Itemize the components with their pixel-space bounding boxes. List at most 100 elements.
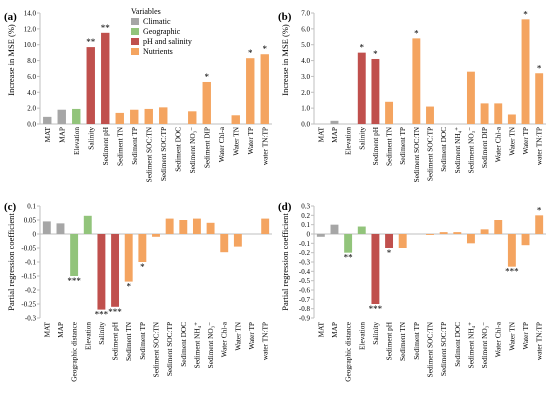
category-label: Sediment SOC:TP: [439, 322, 448, 376]
category-label: water TN:TP: [535, 322, 544, 360]
significance-mark: **: [344, 253, 354, 263]
bar: [56, 223, 65, 234]
y-tick-label: -0.1: [299, 240, 311, 248]
category-label: Sediment NH₄⁺: [192, 322, 201, 368]
y-axis-label: Partial regression coefficient: [6, 213, 16, 311]
category-label: Sediment TP: [398, 127, 407, 165]
bar: [398, 234, 407, 248]
y-tick-label: 14.0: [24, 10, 37, 18]
category-label: MAP: [57, 127, 66, 143]
significance-mark: *: [387, 248, 392, 258]
category-label: Sediment SOC:TN: [426, 321, 435, 377]
bar: [371, 58, 380, 124]
bar: [521, 234, 530, 246]
significance-mark: *: [126, 282, 131, 292]
category-label: Geographic distance: [344, 322, 353, 382]
category-label: Sediment SOC:TN: [412, 126, 421, 182]
significance-mark: ***: [369, 304, 383, 314]
category-label: Sediment TN: [124, 321, 133, 361]
y-tick-label: 4.0: [27, 89, 36, 97]
category-label: Sediment TN: [398, 321, 407, 361]
legend-label: Nutrients: [143, 47, 173, 56]
y-tick-label: 0.2: [301, 212, 310, 220]
category-label: Sediment TN: [115, 126, 124, 166]
panel-letter: (b): [278, 11, 292, 23]
bar: [179, 220, 188, 234]
bar: [124, 234, 133, 282]
significance-mark: ***: [95, 310, 109, 320]
category-label: Sediment pH: [111, 321, 120, 360]
bar: [192, 218, 201, 234]
bar: [57, 109, 66, 124]
significance-mark: *: [523, 9, 528, 19]
y-tick-label: -0.5: [299, 277, 311, 285]
bar: [97, 234, 106, 310]
bar: [261, 218, 270, 234]
bar: [111, 234, 120, 307]
category-label: Sediment pH: [101, 126, 110, 165]
bar: [521, 19, 530, 124]
legend-swatch: [131, 18, 139, 25]
y-tick-label: -0.4: [299, 268, 311, 276]
panel-letter: (a): [4, 11, 17, 23]
y-tick-label: 0.3: [301, 203, 310, 211]
bar: [453, 232, 462, 234]
bar: [494, 220, 503, 234]
category-label: Geographic distance: [70, 322, 79, 382]
category-label: Water TN: [507, 126, 516, 155]
category-label: Sediment TP: [412, 322, 421, 360]
bar: [231, 115, 240, 124]
y-tick-label: 8.0: [27, 57, 36, 65]
category-label: Water TN: [231, 126, 240, 155]
panel-letter: (c): [4, 201, 17, 213]
category-label: Sediment SOC:TP: [159, 127, 168, 181]
bar: [494, 103, 503, 124]
y-tick-label: 6.0: [27, 73, 36, 81]
bar: [202, 81, 211, 124]
bar: [535, 73, 544, 124]
bar: [466, 71, 475, 124]
category-label: Water Chl-a: [494, 126, 503, 162]
category-label: Salinity: [86, 127, 95, 150]
bar: [330, 120, 339, 124]
y-tick-label: 0: [33, 231, 37, 239]
y-tick-label: 1.0: [301, 105, 310, 113]
category-label: Elevation: [83, 322, 92, 350]
bar: [152, 234, 160, 237]
y-tick-label: -0.8: [299, 305, 311, 313]
category-label: MAT: [43, 126, 52, 142]
significance-mark: *: [263, 44, 268, 54]
category-label: Sediment SOC:TP: [426, 127, 435, 181]
bar: [344, 234, 353, 253]
category-label: MAT: [316, 126, 325, 142]
y-tick-label: -0.1: [25, 259, 37, 267]
y-tick-label: -0.2: [25, 287, 37, 295]
panel-a: (a)Increase in MSE (%) 0.0 2.0 4.0 6.0 8.0 10.…: [4, 7, 272, 182]
category-label: MAT: [42, 321, 51, 337]
category-label: Sediment DOC: [439, 127, 448, 172]
y-tick-label: -0.25: [21, 301, 36, 309]
bar: [357, 52, 366, 125]
y-axis-label: Increase in MSE (%): [280, 24, 290, 96]
significance-mark: *: [360, 43, 365, 53]
bar: [385, 234, 394, 248]
y-tick-label: 0.1: [27, 203, 36, 211]
bar: [144, 108, 153, 124]
bar: [330, 224, 339, 234]
category-label: Sediment NO₃⁻: [480, 322, 489, 368]
category-label: Sediment DOC: [179, 322, 188, 367]
category-label: Sediment TP: [138, 322, 147, 360]
category-label: Sediment pH: [371, 126, 380, 165]
category-label: Sediment SOC:TN: [152, 321, 161, 377]
y-tick-label: 0.1: [301, 221, 310, 229]
legend-swatch: [131, 38, 139, 45]
bar: [72, 108, 81, 124]
panel-c: (c)Partial regression coefficient -0.3 -0.…: [4, 201, 272, 382]
legend-label: pH and salinity: [143, 37, 192, 46]
y-tick-label: 10.0: [24, 41, 37, 49]
category-label: Water TP: [521, 322, 530, 349]
category-label: Water TN: [233, 321, 242, 350]
legend-swatch: [131, 48, 139, 55]
